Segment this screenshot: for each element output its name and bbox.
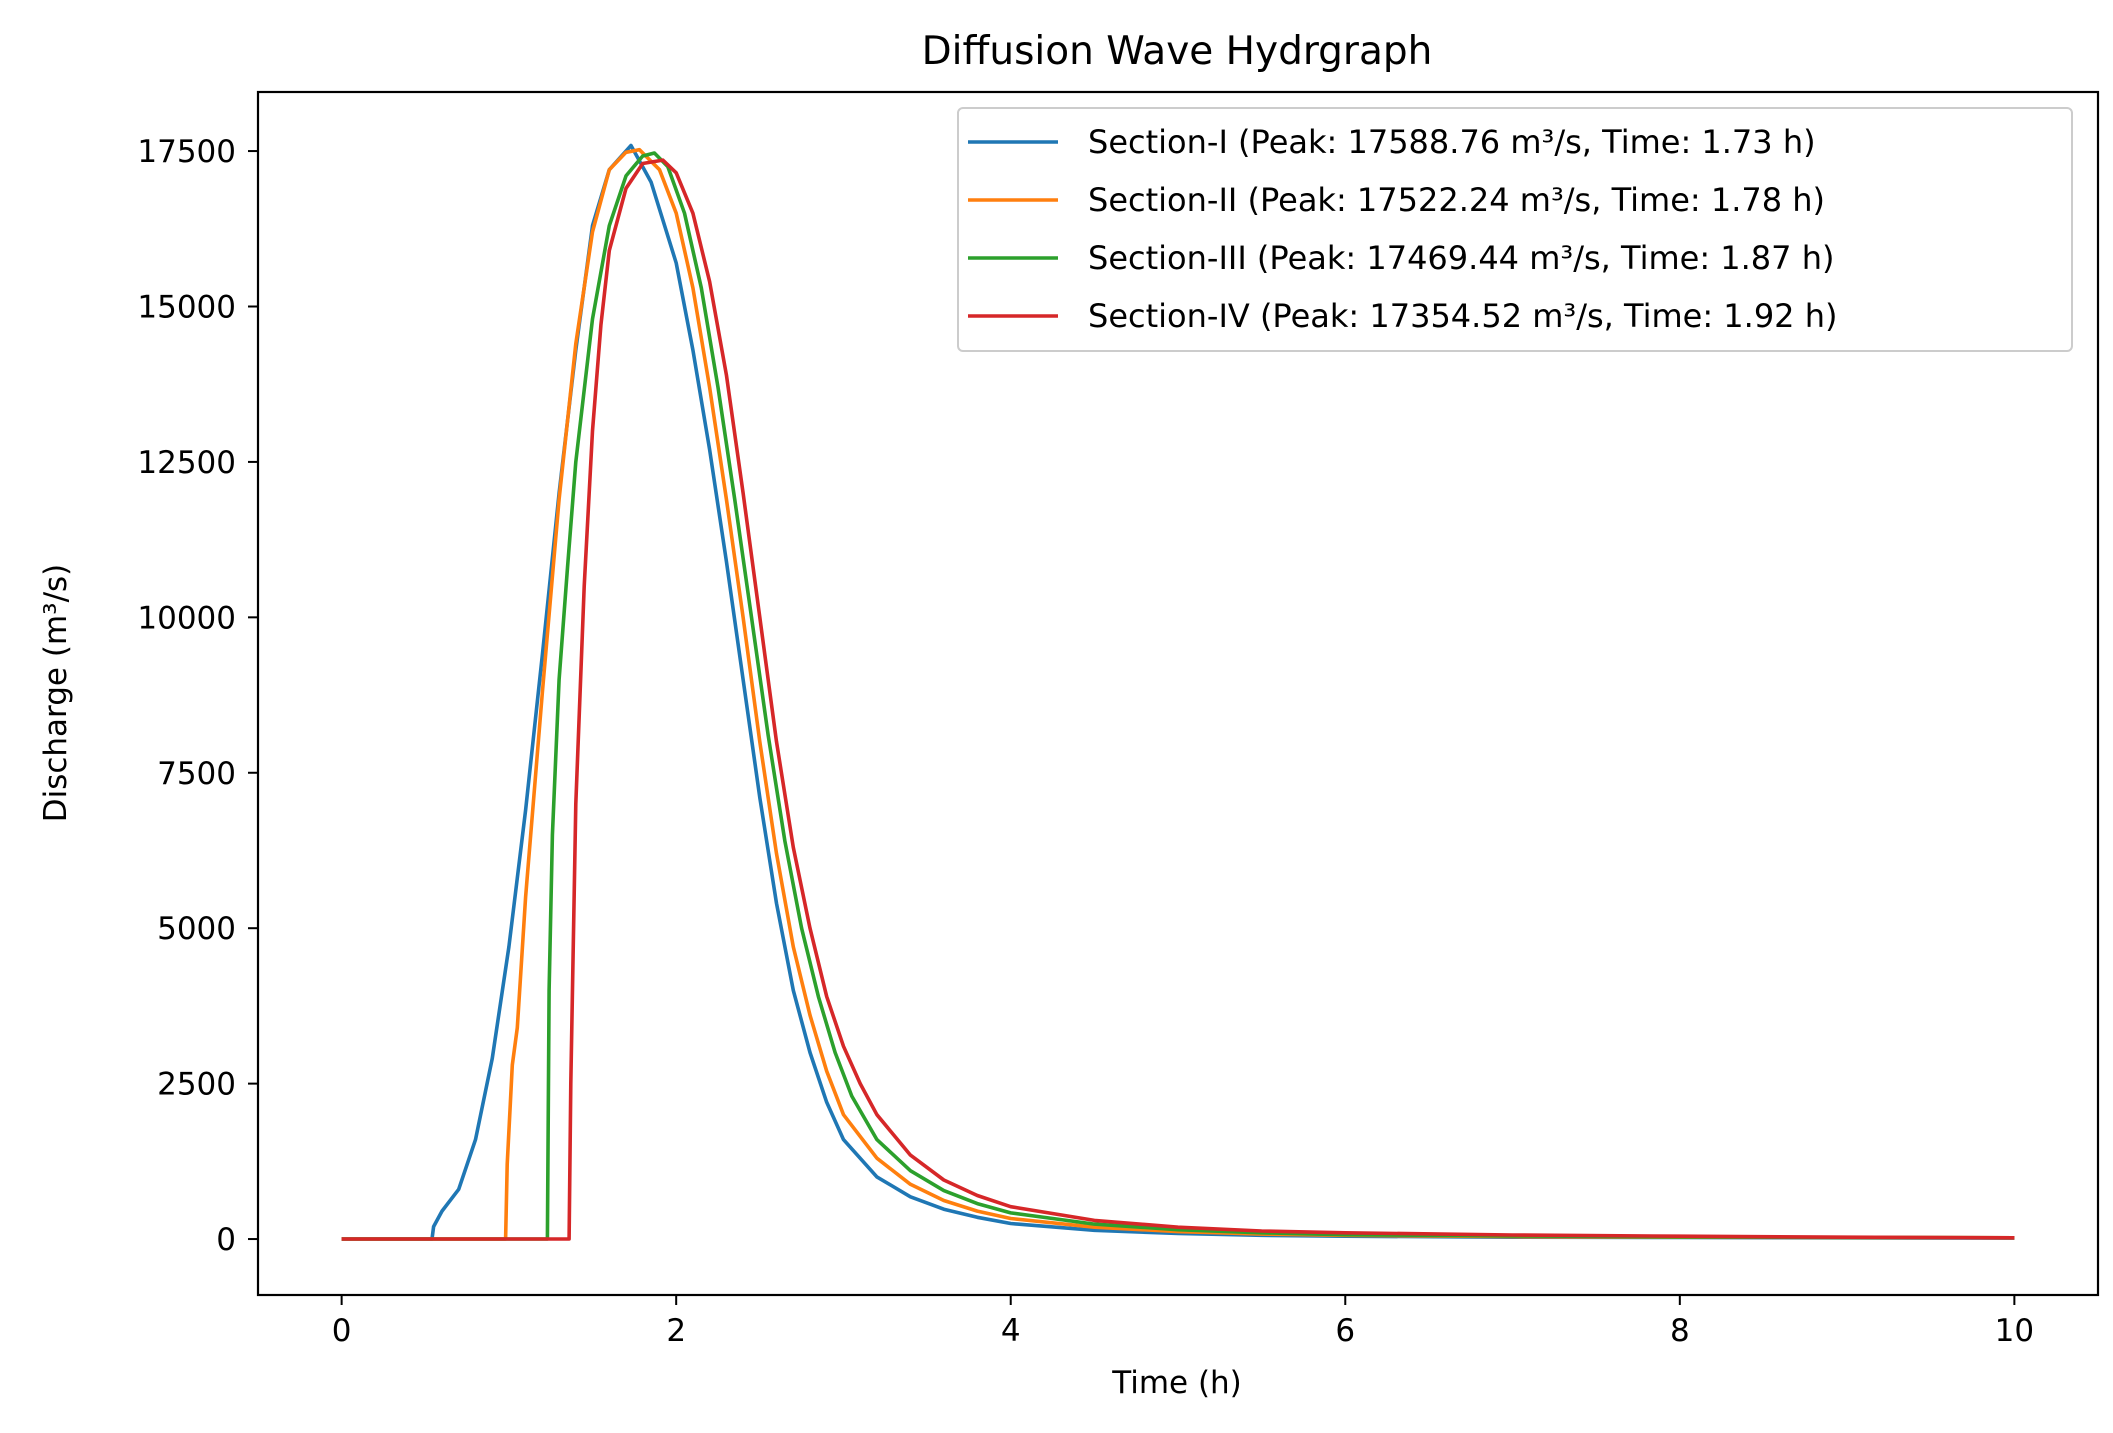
x-tick-label: 2 bbox=[666, 1313, 686, 1349]
legend-frame bbox=[957, 107, 2073, 352]
plot-area-frame bbox=[256, 90, 2100, 1297]
x-axis-ticks: 0 2 4 6 8 10 bbox=[332, 1295, 2034, 1349]
y-tick-label: 7500 bbox=[157, 756, 236, 792]
x-tick-label: 8 bbox=[1670, 1313, 1690, 1349]
series-line-2 bbox=[341, 147, 2015, 1241]
y-tick-label: 2500 bbox=[157, 1067, 236, 1103]
y-tick-label: 12500 bbox=[137, 445, 236, 481]
y-axis-ticks: 0 2500 5000 7500 10000 12500 15000 17500 bbox=[137, 134, 258, 1258]
legend-label-4: Section-IV (Peak: 17354.52 m³/s, Time: 1… bbox=[1088, 297, 1837, 335]
series-line-3 bbox=[341, 151, 2015, 1241]
chart-title: Diffusion Wave Hydrgraph bbox=[922, 29, 1433, 74]
series-layer bbox=[341, 143, 2015, 1241]
y-tick-label: 15000 bbox=[137, 289, 236, 325]
legend: Section-I (Peak: 17588.76 m³/s, Time: 1.… bbox=[957, 107, 2073, 352]
y-tick-label: 17500 bbox=[137, 134, 236, 170]
legend-label-2: Section-II (Peak: 17522.24 m³/s, Time: 1… bbox=[1088, 181, 1825, 219]
legend-label-3: Section-III (Peak: 17469.44 m³/s, Time: … bbox=[1088, 239, 1834, 277]
x-tick-label: 0 bbox=[332, 1313, 352, 1349]
legend-label-1: Section-I (Peak: 17588.76 m³/s, Time: 1.… bbox=[1088, 123, 1816, 161]
y-tick-label: 10000 bbox=[137, 600, 236, 636]
series-line-1 bbox=[341, 143, 2015, 1241]
y-tick-label: 5000 bbox=[157, 911, 236, 947]
y-tick-label: 0 bbox=[216, 1222, 236, 1258]
legend-entries: Section-I (Peak: 17588.76 m³/s, Time: 1.… bbox=[968, 123, 1837, 335]
y-axis-title: Discharge (m³/s) bbox=[38, 564, 74, 823]
x-tick-label: 4 bbox=[1001, 1313, 1021, 1349]
x-tick-label: 10 bbox=[1995, 1313, 2034, 1349]
x-axis-title: Time (h) bbox=[1111, 1365, 1242, 1401]
x-tick-label: 6 bbox=[1335, 1313, 1355, 1349]
series-line-4 bbox=[341, 158, 2015, 1241]
